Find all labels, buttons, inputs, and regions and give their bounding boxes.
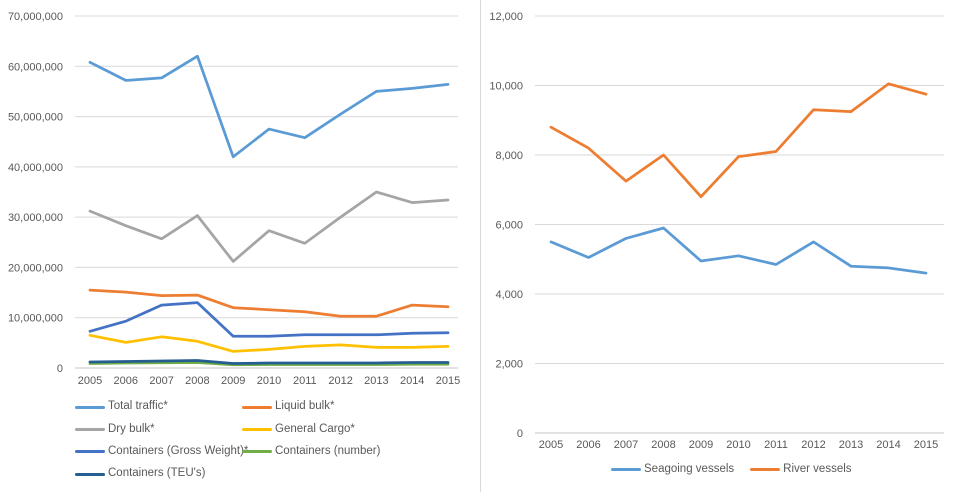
y-tick-label: 40,000,000 (8, 162, 63, 174)
x-tick-label: 2015 (914, 439, 938, 451)
x-tick-label: 2006 (114, 375, 138, 387)
legend-item-general-cargo: General Cargo* (242, 422, 380, 436)
x-tick-label: 2008 (651, 439, 675, 451)
vessels-plot-area: 0 2,000 4,000 6,000 8,000 10,000 12,000 2005 200… (489, 11, 944, 451)
x-tick-label: 2015 (436, 375, 460, 387)
series-line-liquid-bulk (88, 288, 450, 318)
legend-item-containers-gross-weight: Containers (Gross Weight)* (75, 445, 248, 458)
series-line-river-vessels (549, 82, 928, 199)
legend-label-containers-gross-weight: Containers (Gross Weight)* (108, 444, 249, 457)
series-line-dry-bulk (88, 190, 450, 263)
x-tick-label: 2014 (400, 375, 424, 387)
x-tick-label: 2007 (614, 439, 638, 451)
y-tick-label: 6,000 (495, 220, 523, 232)
legend-swatch-containers-number (242, 450, 272, 454)
y-tick-label: 8,000 (495, 150, 523, 162)
legend-swatch-liquid-bulk (242, 405, 272, 409)
x-tick-label: 2009 (689, 439, 713, 451)
cargo-traffic-plot-area: 0 10,000,000 20,000,000 30,000,000 40,000,00… (8, 11, 460, 387)
y-tick-label: 0 (517, 428, 523, 440)
y-tick-label: 10,000 (489, 81, 523, 93)
y-tick-label: 20,000,000 (8, 262, 63, 274)
y-tick-label: 60,000,000 (8, 61, 63, 73)
legend-label-containers-teus: Containers (TEU's) (108, 467, 206, 480)
x-tick-label: 2009 (221, 375, 245, 387)
series-line-general-cargo (88, 333, 450, 353)
legend-item-total-traffic: Total traffic* (75, 401, 242, 413)
vessels-chart: 0 2,000 4,000 6,000 8,000 10,000 12,000 2005 200… (480, 0, 958, 492)
x-tick-label: 2010 (726, 439, 750, 451)
x-tick-label: 2013 (364, 375, 388, 387)
x-tick-label: 2006 (576, 439, 600, 451)
y-tick-label: 2,000 (495, 359, 523, 371)
legend-swatch-containers-teus (75, 472, 105, 476)
legend-item-liquid-bulk: Liquid bulk* (242, 401, 380, 413)
x-tick-label: 2008 (185, 375, 209, 387)
x-tick-label: 2012 (801, 439, 825, 451)
x-tick-label: 2005 (78, 375, 102, 387)
legend-swatch-river-vessels (750, 468, 781, 472)
legend-swatch-seagoing-vessels (611, 468, 641, 472)
legend-item-containers-number: Containers (number) (242, 444, 381, 458)
y-tick-label: 50,000,000 (8, 112, 63, 124)
series-line-seagoing-vessels (549, 226, 928, 275)
legend-item-dry-bulk: Dry bulk* (75, 422, 242, 436)
cargo-chart-legend: Total traffic* Liquid bulk* Dry bulk* Ge… (75, 396, 380, 485)
legend-label-liquid-bulk: Liquid bulk* (275, 400, 335, 413)
legend-swatch-total-traffic (75, 405, 105, 409)
series-line-containers-number (88, 361, 450, 367)
legend-item-seagoing-vessels: Seagoing vessels (611, 463, 735, 476)
legend-swatch-dry-bulk (75, 427, 105, 431)
legend-label-containers-number: Containers (number) (275, 444, 381, 457)
legend-label-dry-bulk: Dry bulk* (108, 422, 155, 435)
x-tick-label: 2014 (876, 439, 900, 451)
x-tick-label: 2007 (149, 375, 173, 387)
legend-label-river-vessels: River vessels (783, 463, 852, 475)
x-tick-label: 2010 (257, 375, 281, 387)
y-tick-label: 4,000 (495, 289, 523, 301)
x-tick-label: 2011 (293, 375, 317, 387)
vessels-chart-legend: Seagoing vessels River vessels (611, 463, 852, 476)
legend-item-river-vessels: River vessels (750, 463, 852, 476)
legend-label-total-traffic: Total traffic* (108, 400, 168, 413)
legend-swatch-general-cargo (242, 427, 272, 431)
y-tick-label: 12,000 (489, 11, 523, 23)
y-tick-label: 30,000,000 (8, 212, 63, 224)
y-tick-label: 70,000,000 (8, 11, 63, 23)
y-tick-label: 10,000,000 (8, 313, 63, 325)
series-line-total-traffic (88, 54, 450, 159)
series-line-containers-teu-s (88, 359, 450, 365)
legend-item-containers-teus: Containers (TEU's) (75, 468, 242, 480)
x-tick-label: 2005 (539, 439, 563, 451)
series-line-containers-gross-weight (88, 301, 450, 338)
x-tick-label: 2012 (328, 375, 352, 387)
y-tick-label: 0 (57, 363, 63, 375)
legend-label-general-cargo: General Cargo* (275, 422, 355, 435)
cargo-traffic-chart: 0 10,000,000 20,000,000 30,000,000 40,000,00… (7, 11, 461, 485)
legend-label-seagoing-vessels: Seagoing vessels (644, 463, 735, 475)
legend-swatch-containers-gross-weight (75, 450, 105, 454)
x-tick-label: 2013 (839, 439, 863, 451)
x-tick-label: 2011 (764, 439, 788, 451)
